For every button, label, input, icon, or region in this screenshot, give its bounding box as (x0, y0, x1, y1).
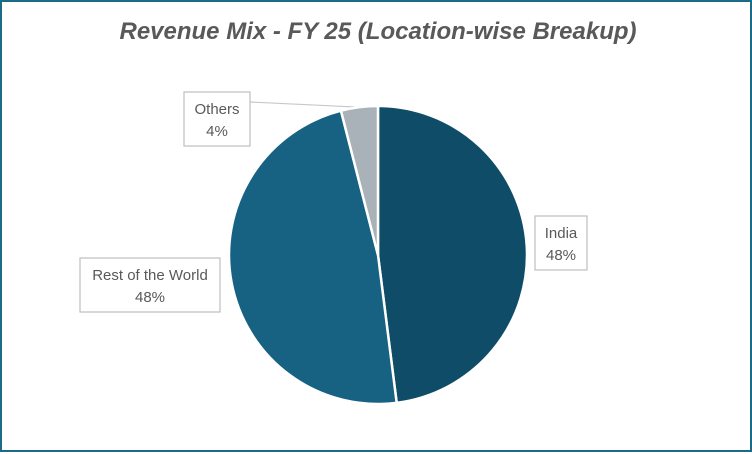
pie-slice-india (376, 104, 529, 405)
data-label-value: 48% (546, 247, 576, 264)
chart-title: Revenue Mix - FY 25 (Location-wise Break… (119, 18, 637, 45)
data-label-category: Rest of the World (92, 267, 208, 284)
data-label-box (183, 91, 251, 147)
data-label: Rest of the World 48% (79, 257, 221, 313)
data-label-value: 48% (135, 289, 165, 306)
data-label: India 48% (534, 215, 588, 271)
data-label-category: India (545, 225, 578, 242)
data-label-box (534, 215, 588, 271)
pie-slice-others (339, 104, 380, 256)
data-label-value: 4% (206, 123, 228, 140)
data-label-category: Others (194, 101, 239, 118)
pie-slice-rest-of-the-world (227, 109, 399, 406)
leader-line (249, 101, 360, 108)
data-label: Others 4% (183, 91, 251, 147)
data-label-box (79, 257, 221, 313)
